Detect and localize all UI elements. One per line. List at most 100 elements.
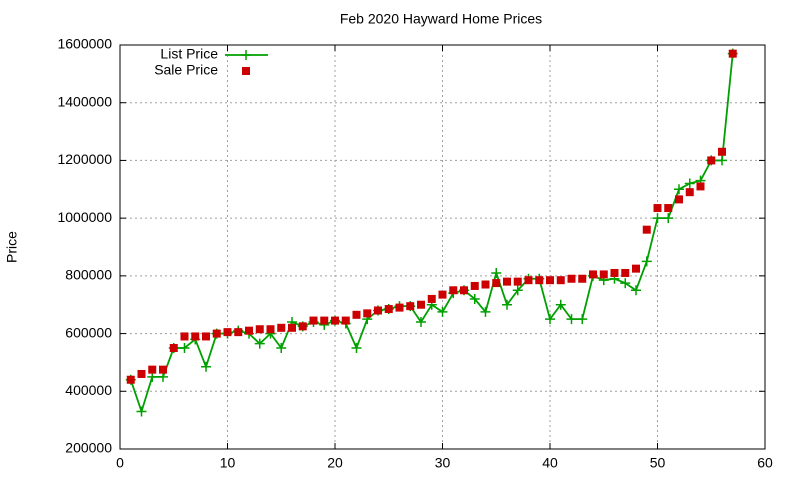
point <box>277 323 286 332</box>
y-tick-label: 1400000 <box>57 93 112 109</box>
point <box>555 299 566 310</box>
point <box>298 322 307 331</box>
point <box>567 274 576 283</box>
point <box>417 300 425 309</box>
y-tick-label: 200000 <box>65 440 112 456</box>
point <box>126 375 135 384</box>
point <box>449 286 458 295</box>
point <box>728 49 737 58</box>
point <box>469 293 480 304</box>
point <box>566 314 577 325</box>
point <box>255 325 264 334</box>
point <box>234 328 243 337</box>
point <box>632 264 640 273</box>
point <box>136 406 147 417</box>
point <box>652 213 663 224</box>
x-tick-label: 60 <box>757 455 773 471</box>
point <box>352 310 361 319</box>
point <box>685 188 694 197</box>
point <box>578 274 587 283</box>
point <box>223 328 232 337</box>
point <box>717 155 727 166</box>
point <box>309 316 318 325</box>
point <box>363 309 372 318</box>
point <box>491 267 502 278</box>
point <box>642 225 651 234</box>
legend-swatch <box>242 67 250 75</box>
point <box>331 316 339 325</box>
y-tick-label: 1000000 <box>57 209 112 225</box>
point <box>512 285 523 296</box>
point <box>599 270 608 279</box>
point <box>480 306 491 317</box>
point <box>535 276 544 285</box>
point <box>437 306 448 317</box>
y-axis-label: Price <box>4 231 20 263</box>
point <box>502 299 512 310</box>
point <box>191 332 200 341</box>
point <box>374 306 382 315</box>
point <box>320 316 329 325</box>
point <box>395 303 404 312</box>
point <box>707 156 716 165</box>
point <box>545 314 555 325</box>
point <box>245 326 253 335</box>
x-tick-label: 20 <box>327 455 343 471</box>
point <box>137 369 146 378</box>
point <box>341 316 350 325</box>
point <box>288 323 296 332</box>
point <box>556 276 565 285</box>
point <box>653 204 662 213</box>
point <box>620 278 631 289</box>
y-tick-label: 600000 <box>65 324 112 340</box>
point <box>621 268 630 277</box>
point <box>169 344 178 352</box>
point <box>675 195 683 204</box>
point <box>674 184 684 195</box>
point <box>492 279 501 288</box>
legend-label: Sale Price <box>154 62 218 78</box>
x-tick-label: 50 <box>650 455 666 471</box>
point <box>684 178 695 189</box>
legend-label: List Price <box>160 46 218 62</box>
point <box>460 286 468 295</box>
x-tick-label: 10 <box>220 455 236 471</box>
point <box>481 280 490 289</box>
series-line <box>129 53 734 415</box>
y-tick-label: 400000 <box>65 382 112 398</box>
point <box>696 182 705 191</box>
point <box>254 338 265 349</box>
point <box>438 290 447 299</box>
point <box>201 361 211 372</box>
point <box>416 317 426 328</box>
point <box>427 294 436 303</box>
point <box>179 343 190 353</box>
point <box>470 281 479 290</box>
point <box>148 365 157 374</box>
point <box>663 213 674 224</box>
point <box>546 276 554 285</box>
point <box>589 270 597 279</box>
point <box>577 314 588 325</box>
point <box>610 268 619 277</box>
point <box>276 343 287 353</box>
x-tick-label: 30 <box>435 455 451 471</box>
point <box>503 277 511 286</box>
legend-swatch <box>241 50 251 60</box>
point <box>202 332 210 341</box>
chart-title: Feb 2020 Hayward Home Prices <box>340 11 542 27</box>
point <box>266 325 275 334</box>
point <box>718 147 726 156</box>
point <box>664 204 673 213</box>
point <box>513 277 522 286</box>
y-tick-label: 1600000 <box>57 36 112 52</box>
point <box>180 332 189 341</box>
x-tick-label: 0 <box>116 455 124 471</box>
point <box>641 256 652 267</box>
point <box>524 276 533 285</box>
plot-frame <box>119 44 766 450</box>
point <box>384 305 393 314</box>
x-tick-label: 40 <box>542 455 558 471</box>
point <box>212 329 221 338</box>
